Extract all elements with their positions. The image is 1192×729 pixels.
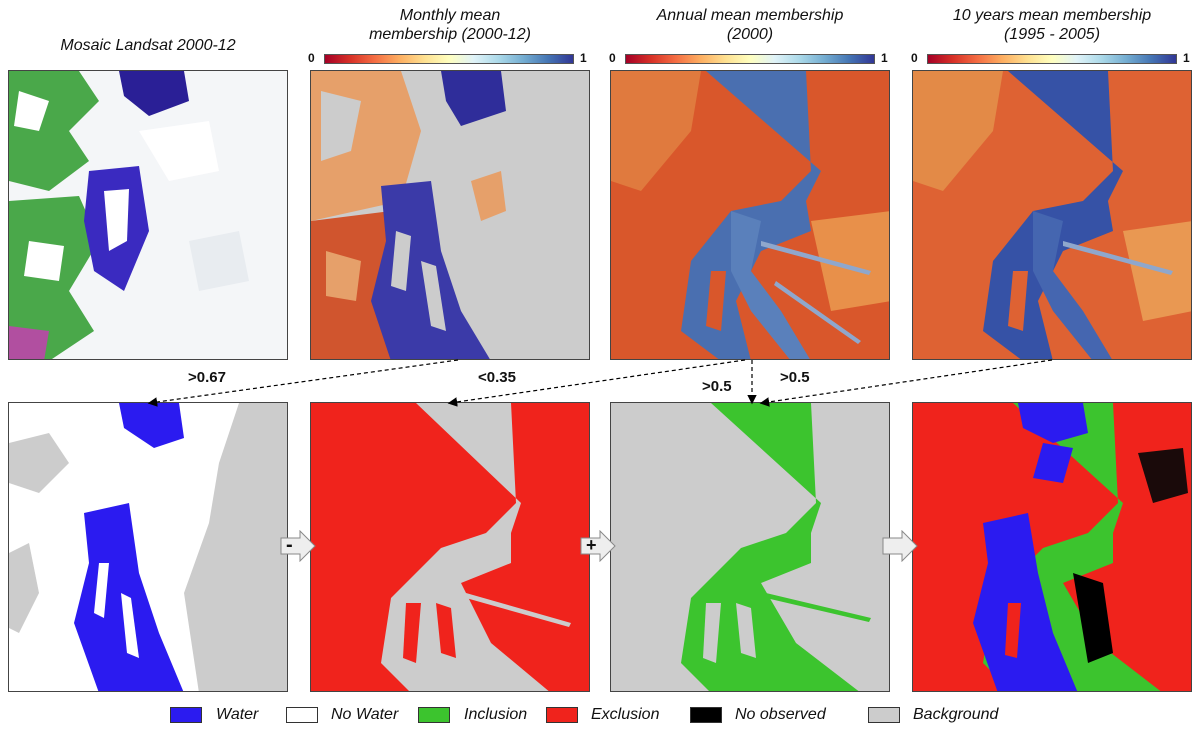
combined-result-map: [913, 403, 1191, 691]
legend-label-water: Water: [216, 706, 259, 723]
minus-symbol: -: [286, 534, 293, 556]
monthly-membership-panel: [310, 70, 590, 360]
inclusion-panel: [610, 402, 890, 692]
legend-swatch-no-water: [286, 707, 318, 723]
minus-operator: -: [280, 530, 316, 562]
mosaic-landsat-panel: [8, 70, 288, 360]
threshold-monthly-neg-label: <0.35: [478, 369, 516, 386]
threshold-annual-label: >0.5: [702, 378, 732, 395]
monthly-title-line2: membership (2000-12): [369, 26, 531, 43]
colorbar-min-tenyear: 0: [911, 51, 918, 65]
plus-arrow-icon: [580, 530, 616, 562]
result-arrow-icon: [882, 530, 918, 562]
colorbar-tenyear: [927, 54, 1177, 64]
exclusion-map: [311, 403, 589, 691]
inclusion-map: [611, 403, 889, 691]
tenyear-title-line2: (1995 - 2005): [1003, 26, 1101, 43]
threshold-monthly-label: >0.67: [188, 369, 226, 386]
legend-swatch-exclusion: [546, 707, 578, 723]
annual-title-line2: (2000): [726, 26, 774, 43]
minus-arrow-icon: [280, 530, 316, 562]
combined-result-panel: [912, 402, 1192, 692]
tenyear-membership-panel: [912, 70, 1192, 360]
legend-label-no-observed: No observed: [735, 706, 826, 723]
legend-swatch-water: [170, 707, 202, 723]
legend-swatch-background: [868, 707, 900, 723]
water-threshold-map: [9, 403, 287, 691]
water-threshold-panel: [8, 402, 288, 692]
colorbar-max-monthly: 1: [580, 51, 587, 65]
plus-symbol: +: [586, 535, 597, 555]
annual-membership-panel: [610, 70, 890, 360]
monthly-title-line1: Monthly mean: [399, 7, 501, 24]
exclusion-panel: [310, 402, 590, 692]
colorbar-monthly: [324, 54, 574, 64]
colorbar-min-monthly: 0: [308, 51, 315, 65]
tenyear-title-line1: 10 years mean membership: [952, 7, 1152, 24]
monthly-membership-map: [311, 71, 589, 359]
annual-title-line1: Annual mean membership: [656, 7, 844, 24]
colorbar-max-tenyear: 1: [1183, 51, 1190, 65]
legend-swatch-inclusion: [418, 707, 450, 723]
mosaic-landsat-image: [9, 71, 287, 359]
mosaic-title: Mosaic Landsat 2000-12: [60, 37, 236, 54]
annual-membership-map: [611, 71, 889, 359]
legend-swatch-no-observed: [690, 707, 722, 723]
colorbar-max-annual: 1: [881, 51, 888, 65]
legend-label-inclusion: Inclusion: [464, 706, 528, 723]
threshold-tenyear-label: >0.5: [780, 369, 810, 386]
legend-label-no-water: No Water: [331, 706, 399, 723]
plus-operator: +: [580, 530, 616, 562]
colorbar-min-annual: 0: [609, 51, 616, 65]
legend: Water No Water Inclusion Exclusion No ob…: [0, 703, 1192, 729]
legend-label-exclusion: Exclusion: [591, 706, 660, 723]
tenyear-membership-map: [913, 71, 1191, 359]
legend-label-background: Background: [913, 706, 999, 723]
colorbar-annual: [625, 54, 875, 64]
result-operator: [882, 530, 918, 562]
